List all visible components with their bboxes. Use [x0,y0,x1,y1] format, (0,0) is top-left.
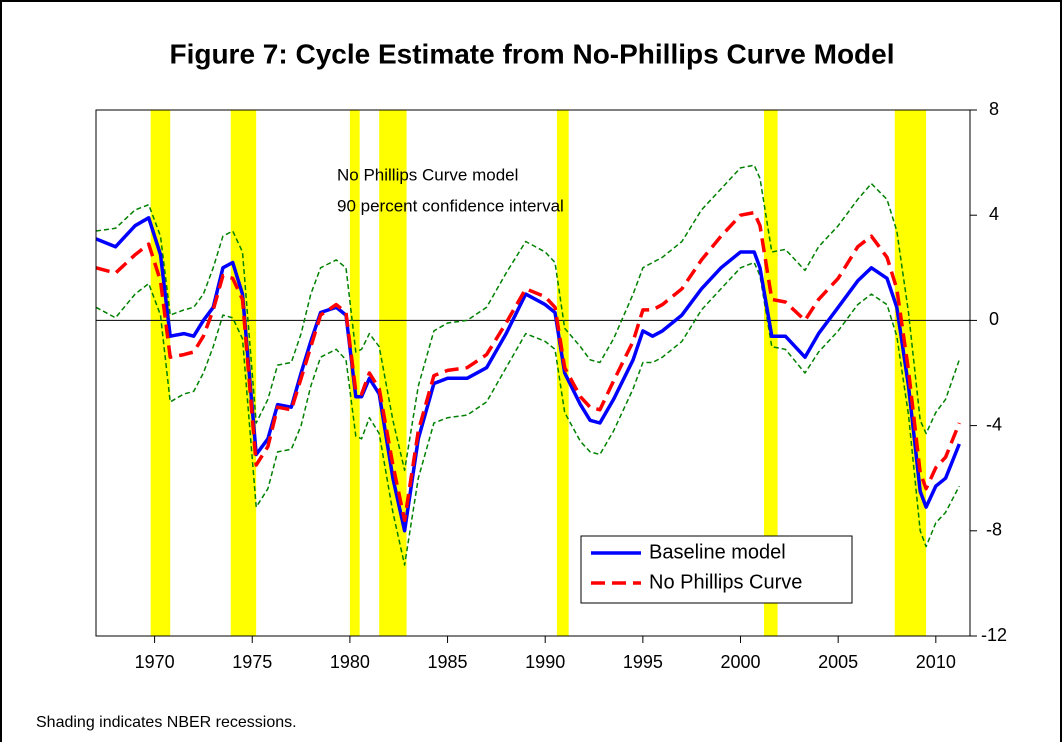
y-tick-label: 0 [989,309,999,329]
x-tick-label: 1970 [135,652,175,672]
series-line [95,210,961,523]
annotation: 90 percent confidence interval [337,196,564,215]
plot-frame [95,109,971,637]
y-tick-label: -4 [986,414,1002,434]
legend-box [580,535,853,604]
x-tick-label: 1975 [232,652,272,672]
recession-band [894,110,927,636]
y-tick-label: -8 [986,520,1002,540]
x-tick-label: 2000 [720,652,760,672]
recession-band [349,110,360,636]
annotation: No Phillips Curve model [337,165,518,184]
x-tick-label: 2005 [818,652,858,672]
recession-band [556,110,569,636]
ci-lower [95,261,960,566]
x-tick-label: 1990 [525,652,565,672]
x-tick-label: 1980 [330,652,370,672]
recession-band [379,110,407,636]
y-tick-label: 8 [989,99,999,119]
y-tick-label: -12 [981,625,1007,645]
x-tick-label: 2010 [916,652,956,672]
x-tick-label: 1995 [623,652,663,672]
x-tick-label: 1985 [428,652,468,672]
recession-band [763,110,778,636]
legend-label: No Phillips Curve [649,571,802,593]
ci-upper [95,164,961,472]
legend-label: Baseline model [649,541,786,563]
series-line [95,216,961,533]
y-tick-label: 4 [989,204,999,224]
chart-title: Figure 7: Cycle Estimate from No-Phillip… [169,38,894,69]
footnote: Shading indicates NBER recessions. [36,714,297,731]
